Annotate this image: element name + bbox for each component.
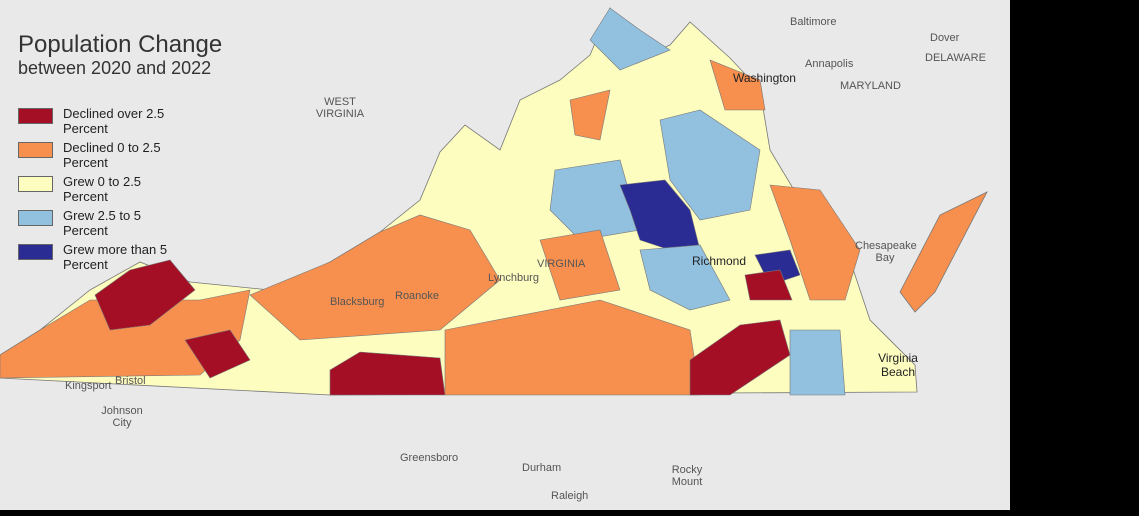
legend-label: Declined over 2.5 Percent xyxy=(63,106,165,136)
legend-item: Grew 0 to 2.5 Percent xyxy=(18,174,218,204)
county xyxy=(789,329,846,396)
place-label: Johnson City xyxy=(101,405,143,429)
legend-item: Declined 0 to 2.5 Percent xyxy=(18,140,218,170)
county xyxy=(709,59,766,111)
legend-label: Grew 2.5 to 5 Percent xyxy=(63,208,142,238)
place-label: Bristol xyxy=(115,375,146,387)
county xyxy=(539,229,621,301)
place-label: Baltimore xyxy=(790,16,837,28)
place-label: Rocky Mount xyxy=(671,464,703,488)
place-label: Richmond xyxy=(692,254,747,268)
subtitle: between 2020 and 2022 xyxy=(18,58,212,78)
place-label: Roanoke xyxy=(395,290,440,302)
place-label: Dover xyxy=(930,32,960,44)
legend-item: Grew 2.5 to 5 Percent xyxy=(18,208,218,238)
county xyxy=(569,89,611,141)
legend-swatch xyxy=(18,142,53,158)
place-label: WEST VIRGINIA xyxy=(315,96,365,120)
map: Population Change between 2020 and 2022 … xyxy=(0,0,1010,510)
county xyxy=(659,109,761,221)
county xyxy=(184,329,251,379)
place-label: Washington xyxy=(733,71,796,85)
place-label: Greensboro xyxy=(400,452,459,464)
place-label: Kingsport xyxy=(65,380,112,392)
county xyxy=(639,244,731,311)
legend-swatch xyxy=(18,210,53,226)
county xyxy=(549,159,641,241)
place-label: Raleigh xyxy=(551,490,589,502)
county xyxy=(589,7,671,71)
legend-swatch xyxy=(18,108,53,124)
county xyxy=(0,289,251,379)
legend-label: Grew 0 to 2.5 Percent xyxy=(63,174,142,204)
legend-item: Grew more than 5 Percent xyxy=(18,242,218,272)
legend-item: Declined over 2.5 Percent xyxy=(18,106,218,136)
legend-label: Declined 0 to 2.5 Percent xyxy=(63,140,161,170)
place-label: MARYLAND xyxy=(840,80,901,92)
place-label: Annapolis xyxy=(805,58,854,70)
place-label: Durham xyxy=(522,462,562,474)
legend-label: Grew more than 5 Percent xyxy=(63,242,168,272)
county xyxy=(329,351,446,396)
place-label: Chesapeake Bay xyxy=(855,240,917,264)
county xyxy=(249,214,501,341)
county xyxy=(769,184,861,301)
place-label: Virginia Beach xyxy=(878,351,918,379)
legend-swatch xyxy=(18,244,53,260)
county xyxy=(94,259,196,331)
place-label: Lynchburg xyxy=(488,272,539,284)
place-label: DELAWARE xyxy=(925,52,986,64)
place-label: Blacksburg xyxy=(330,296,385,308)
legend: Declined over 2.5 Percent Declined 0 to 2… xyxy=(18,106,218,276)
place-label: VIRGINIA xyxy=(537,258,586,270)
county xyxy=(744,269,793,301)
map-shapes xyxy=(0,7,988,396)
legend-swatch xyxy=(18,176,53,192)
eastern-shore xyxy=(899,191,988,313)
title: Population Change xyxy=(18,31,223,58)
